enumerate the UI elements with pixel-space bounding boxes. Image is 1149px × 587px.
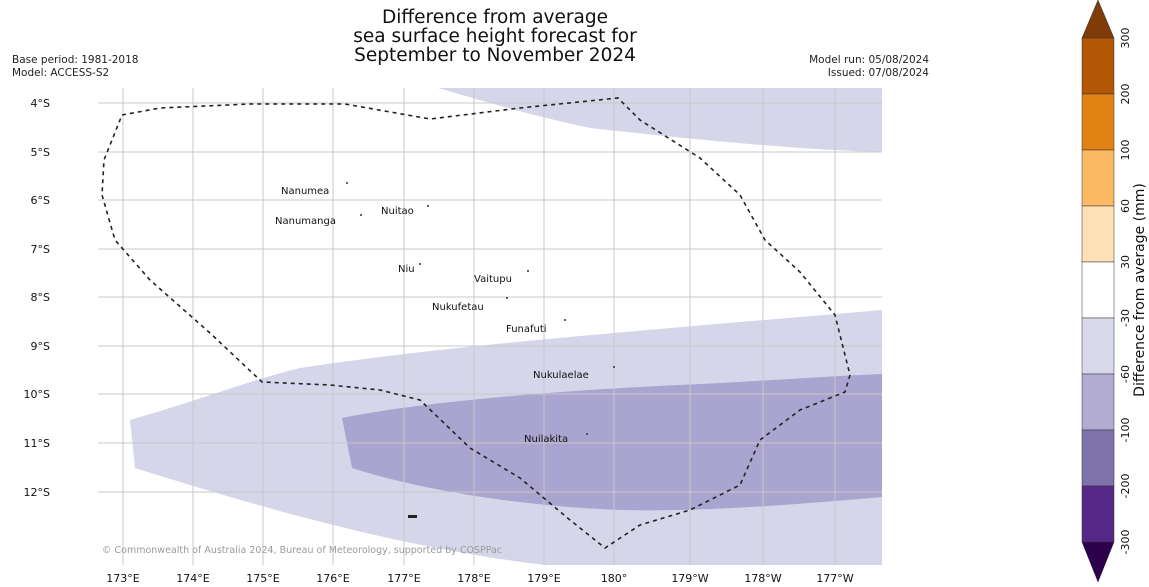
colorbar-tick: -30 bbox=[1119, 309, 1132, 327]
island-label-niu: Niu bbox=[398, 264, 415, 275]
colorbar-tick: 300 bbox=[1119, 28, 1132, 49]
meta-right: Model run: 05/08/2024 Issued: 07/08/2024 bbox=[809, 54, 929, 80]
copyright-text: © Commonwealth of Australia 2024, Bureau… bbox=[102, 545, 502, 556]
lon-label: 179°W bbox=[671, 572, 708, 585]
lat-label: 8°S bbox=[31, 291, 50, 304]
island-dots bbox=[346, 182, 615, 435]
island-label-funafuti: Funafuti bbox=[506, 324, 547, 335]
reef-marker bbox=[408, 515, 417, 518]
lat-label: 6°S bbox=[31, 194, 50, 207]
lon-label: 177°W bbox=[816, 572, 853, 585]
island-label-nuitao: Nuitao bbox=[381, 206, 414, 217]
colorbar-tick: 200 bbox=[1119, 84, 1132, 105]
lon-label: 179°E bbox=[527, 572, 560, 585]
lat-label: 9°S bbox=[31, 340, 50, 353]
colorbar: 300 200 100 60 30 -30 -60 -100 -200 -300… bbox=[1081, 0, 1148, 583]
island-label-nukulaelae: Nukulaelae bbox=[533, 370, 589, 381]
colorbar-tick: 30 bbox=[1119, 255, 1132, 269]
colorbar-label: Difference from average (mm) bbox=[1132, 183, 1148, 397]
issued-text: Issued: 07/08/2024 bbox=[827, 67, 929, 79]
lon-label: 174°E bbox=[176, 572, 209, 585]
lon-label: 173°E bbox=[106, 572, 139, 585]
colorbar-ticks: 300 200 100 60 30 -30 -60 -100 -200 -300 bbox=[1119, 28, 1132, 555]
title-line-1: Difference from average bbox=[382, 7, 608, 28]
colorbar-tick: 100 bbox=[1119, 140, 1132, 161]
island-label-vaitupu: Vaitupu bbox=[474, 274, 512, 285]
colorbar-bands bbox=[1081, 37, 1115, 543]
colorbar-tick: -200 bbox=[1119, 474, 1132, 499]
island-label-nanumanga: Nanumanga bbox=[275, 216, 336, 227]
lat-label: 7°S bbox=[31, 243, 50, 256]
lat-labels: 4°S 5°S 6°S 7°S 8°S 9°S 10°S 11°S 12°S bbox=[24, 97, 50, 499]
lon-label: 176°E bbox=[316, 572, 349, 585]
island-labels: Nanumea Nuitao Nanumanga Niu Vaitupu Nuk… bbox=[275, 186, 589, 445]
lon-labels: 173°E 174°E 175°E 176°E 177°E 178°E 179°… bbox=[106, 572, 854, 585]
lat-label: 11°S bbox=[24, 437, 50, 450]
lat-label: 10°S bbox=[24, 388, 50, 401]
colorbar-under-arrow bbox=[1081, 541, 1115, 583]
map-title: Difference from average sea surface heig… bbox=[255, 8, 735, 65]
title-line-2: sea surface height forecast for bbox=[353, 26, 637, 47]
map-canvas: Nanumea Nuitao Nanumanga Niu Vaitupu Nuk… bbox=[24, 88, 882, 585]
lat-label: 12°S bbox=[24, 486, 50, 499]
model-run-text: Model run: 05/08/2024 bbox=[809, 54, 929, 66]
lon-label: 178°E bbox=[457, 572, 490, 585]
lat-label: 4°S bbox=[31, 97, 50, 110]
eez-boundary bbox=[101, 97, 851, 549]
island-label-nanumea: Nanumea bbox=[281, 186, 329, 197]
colorbar-tick: -60 bbox=[1119, 365, 1132, 383]
model-text: Model: ACCESS-S2 bbox=[12, 67, 110, 79]
title-line-3: September to November 2024 bbox=[354, 45, 636, 66]
lon-label: 177°E bbox=[387, 572, 420, 585]
meta-left: Base period: 1981-2018 Model: ACCESS-S2 bbox=[12, 54, 138, 80]
gridlines bbox=[98, 88, 882, 565]
lon-label: 178°W bbox=[744, 572, 781, 585]
shade-north-light bbox=[438, 88, 882, 152]
colorbar-over-arrow bbox=[1081, 0, 1115, 39]
island-label-nukufetau: Nukufetau bbox=[432, 302, 484, 313]
colorbar-tick: 60 bbox=[1119, 199, 1132, 213]
lat-label: 5°S bbox=[31, 146, 50, 159]
shade-south-medium bbox=[342, 374, 882, 511]
island-label-nuilakita: Nuilakita bbox=[524, 434, 568, 445]
lon-label: 180° bbox=[601, 572, 628, 585]
base-period-text: Base period: 1981-2018 bbox=[12, 54, 139, 66]
colorbar-tick: -100 bbox=[1119, 418, 1132, 443]
colorbar-tick: -300 bbox=[1119, 530, 1132, 555]
lon-label: 175°E bbox=[246, 572, 279, 585]
